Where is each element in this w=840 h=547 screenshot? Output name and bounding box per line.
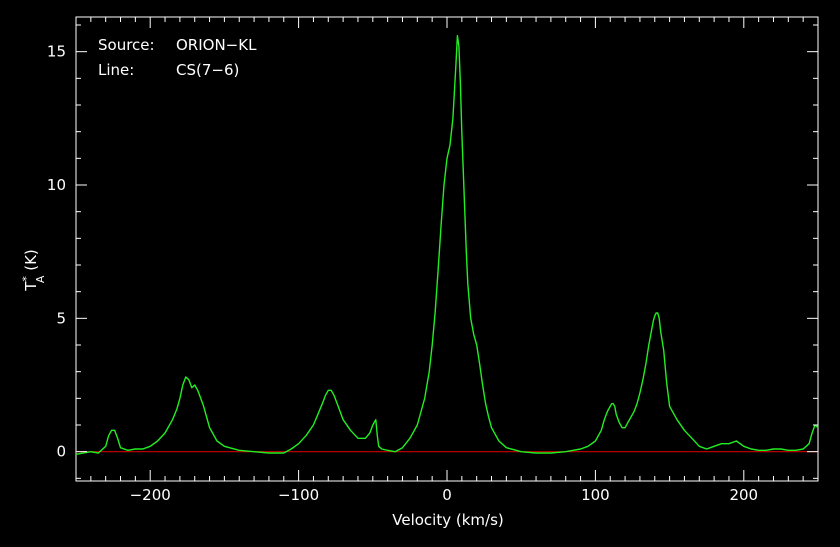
x-tick-label: 0 [442, 486, 452, 504]
y-axis-title-unit: (K) [22, 249, 40, 275]
y-axis-title-main: T [22, 281, 40, 292]
x-tick-label: −100 [278, 486, 319, 504]
y-tick-label: 0 [56, 443, 66, 461]
y-tick-label: 15 [47, 43, 66, 61]
x-tick-label: 100 [581, 486, 610, 504]
line-value: CS(7−6) [176, 61, 239, 79]
line-label: Line: [98, 61, 134, 79]
y-axis-title: T*A (K) [20, 249, 47, 292]
spectrum-line-0 [75, 35, 819, 455]
source-label: Source: [98, 36, 155, 54]
x-tick-label: 200 [729, 486, 758, 504]
source-value: ORION−KL [176, 36, 257, 54]
y-axis-title-sup: * [20, 276, 33, 282]
y-tick-label: 10 [47, 176, 66, 194]
x-tick-label: −200 [130, 486, 171, 504]
y-tick-label: 5 [56, 309, 66, 327]
y-axis-title-sub: A [34, 275, 47, 283]
x-axis-title: Velocity (km/s) [392, 511, 503, 529]
